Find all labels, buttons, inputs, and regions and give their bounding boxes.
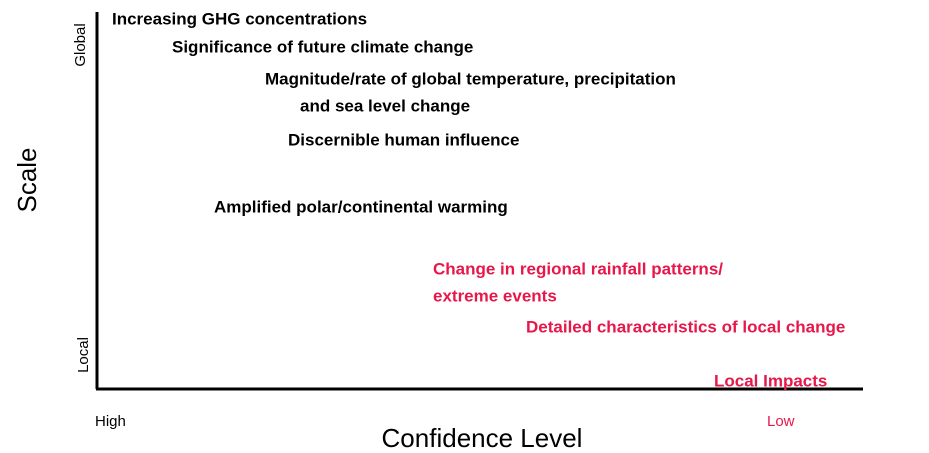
item-label: and sea level change [300, 96, 470, 115]
item-label: Local Impacts [714, 371, 827, 390]
item-label: Amplified polar/continental warming [214, 197, 508, 216]
y-axis-label: Scale [12, 147, 42, 212]
y-axis-top-label: Global [72, 23, 89, 66]
x-axis-left-label: High [95, 413, 126, 430]
item-label: Discernible human influence [288, 130, 519, 149]
x-axis-label: Confidence Level [382, 423, 583, 453]
item-label: Magnitude/rate of global temperature, pr… [265, 69, 676, 88]
item-label: Change in regional rainfall patterns/ [433, 259, 723, 278]
item-label: extreme events [433, 286, 557, 305]
item-label: Detailed characteristics of local change [526, 317, 845, 336]
item-label: Significance of future climate change [172, 37, 473, 56]
item-label: Increasing GHG concentrations [112, 9, 367, 28]
x-axis-right-label: Low [767, 413, 795, 430]
y-axis-bottom-label: Local [75, 337, 92, 373]
